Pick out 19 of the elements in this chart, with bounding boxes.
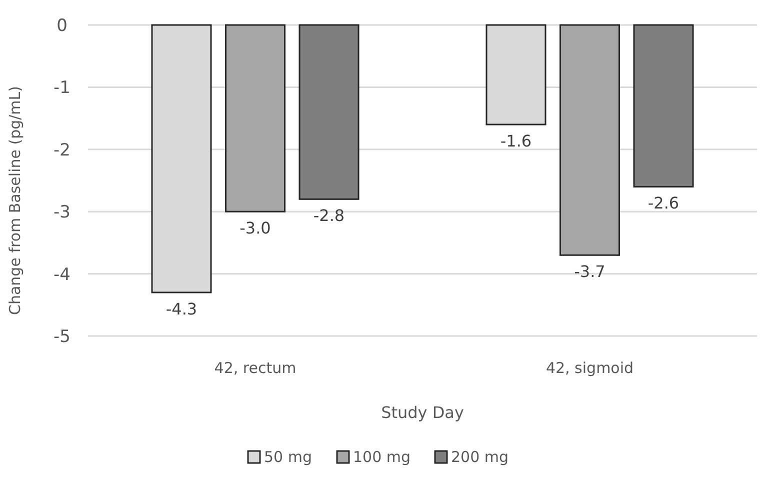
text: -2.8 <box>313 206 345 226</box>
x-tick-label: 42, rectum <box>214 359 296 377</box>
legend-label: 100 mg <box>353 448 411 466</box>
y-axis-title: Change from Baseline (pg/mL) <box>6 86 24 316</box>
x-axis-title: Study Day <box>381 403 464 422</box>
y-tick-label: 0 <box>56 16 68 36</box>
y-tick-label: -1 <box>54 78 70 98</box>
text: -4.3 <box>166 299 198 318</box>
text: -1.6 <box>500 132 532 151</box>
text: -3.0 <box>240 218 271 238</box>
x-tick-label: 42, sigmoid <box>546 359 634 377</box>
legend-label: 50 mg <box>264 448 312 466</box>
text: -2.6 <box>648 194 680 213</box>
y-tick-label: -4 <box>54 264 70 285</box>
y-tick-label: -3 <box>54 202 70 223</box>
y-tick-label: -5 <box>54 327 70 347</box>
text: -3.7 <box>574 262 606 282</box>
legend-label: 200 mg <box>451 448 509 466</box>
y-tick-label: -2 <box>54 140 70 160</box>
